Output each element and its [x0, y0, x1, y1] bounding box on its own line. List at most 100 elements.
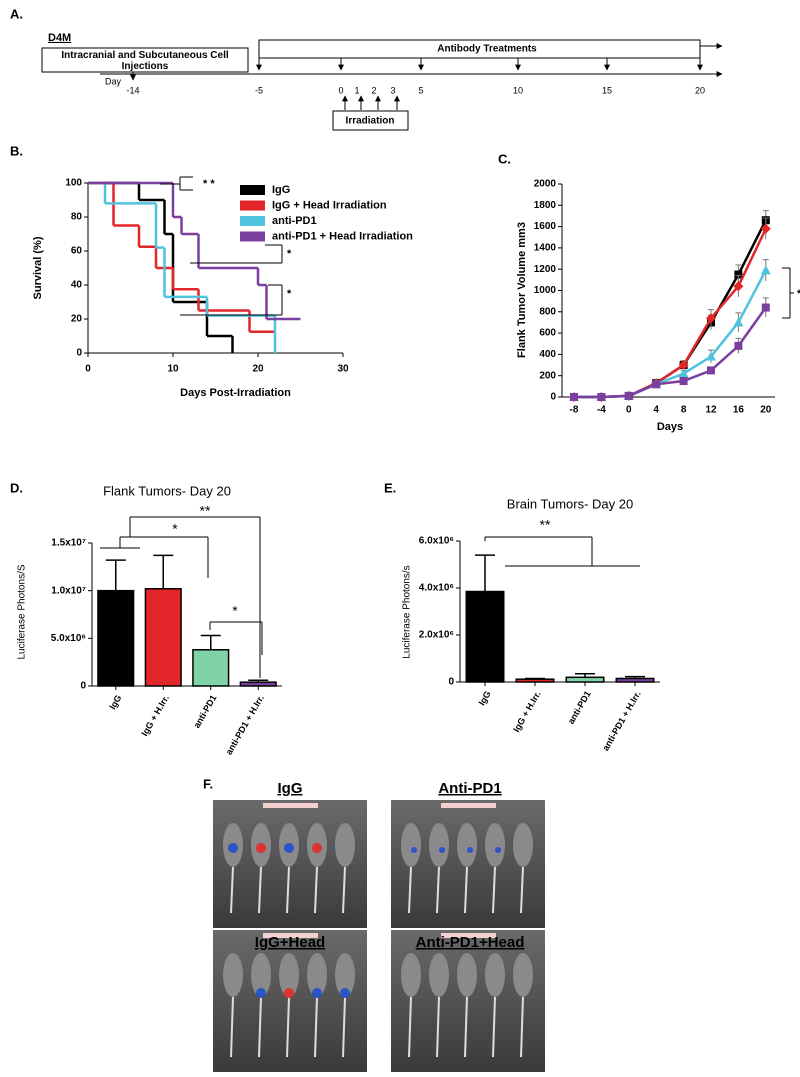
y-tick-label: 5.0x10⁶: [51, 633, 86, 644]
irradiation-box: [332, 110, 409, 131]
marker: [734, 270, 743, 279]
chart-title: Flank Tumors- Day 20: [103, 483, 231, 498]
y-tick-label: 80: [71, 212, 83, 223]
x-tick-label: 12: [705, 405, 717, 416]
mouse: [513, 823, 533, 867]
legend-label: IgG: [272, 184, 290, 196]
day-label: Day: [105, 76, 122, 86]
signal: [411, 847, 417, 853]
y-tick-label: 1.0x10⁷: [51, 585, 86, 596]
mouse-tail: [492, 866, 496, 914]
mouse: [401, 953, 421, 997]
signal: [312, 843, 322, 853]
mouse-tail: [314, 996, 318, 1058]
significance: **: [540, 517, 551, 533]
signal: [312, 988, 322, 998]
mouse-tail: [314, 866, 318, 914]
marker: [760, 223, 771, 234]
x-tick-label: anti-PD1 + H.Irr.: [224, 693, 266, 756]
marker: [760, 265, 771, 275]
y-tick-label: 200: [539, 370, 556, 381]
bar: [144, 588, 182, 687]
y-tick-label: 20: [71, 314, 83, 325]
marker: [706, 351, 716, 361]
day-tick-label: 2: [371, 85, 376, 95]
x-tick-label: IgG + H.Irr.: [511, 689, 543, 734]
y-axis-label: Flank Tumor Volume mm3: [516, 222, 528, 358]
y-tick-label: 2.0x10⁶: [419, 630, 454, 641]
mouse: [251, 953, 271, 997]
marker: [678, 368, 689, 378]
signal: [340, 988, 350, 998]
y-tick-label: 40: [71, 280, 83, 291]
imaging: [213, 800, 545, 1072]
marker: [570, 393, 578, 401]
mouse-tail: [342, 866, 346, 914]
y-axis-label: Survival (%): [32, 236, 44, 299]
y-tick-label: 60: [71, 246, 83, 257]
bar: [565, 676, 605, 683]
day-tick-label: -5: [255, 85, 263, 95]
marker: [597, 393, 606, 401]
y-tick-label: 0: [76, 348, 82, 359]
significance: *: [287, 288, 292, 300]
mouse: [485, 953, 505, 997]
bar: [465, 590, 505, 683]
mouse-tail: [436, 866, 440, 914]
x-tick-label: anti-PD1: [192, 693, 219, 730]
series-line: [574, 306, 767, 399]
x-tick-label: 0: [626, 405, 632, 416]
day-tick-label: 20: [695, 85, 705, 95]
mouse-tail: [520, 866, 524, 914]
marker: [707, 366, 715, 375]
marker: [678, 360, 689, 371]
mouse-tail: [286, 866, 290, 914]
scale-strip: [441, 803, 496, 808]
treatment-label: Antibody Treatments: [437, 44, 537, 55]
marker: [706, 313, 716, 324]
day-tick-label: 0: [338, 85, 343, 95]
x-tick-label: -8: [570, 405, 579, 416]
mouse-tail: [492, 996, 496, 1058]
y-tick-label: 2000: [534, 179, 557, 190]
panel-label: D.: [10, 480, 23, 495]
x-tick-label: 20: [760, 405, 772, 416]
mouse-tail: [286, 996, 290, 1058]
legend-label: anti-PD1: [272, 215, 317, 227]
panel-label: E.: [384, 480, 396, 495]
significance: *: [287, 248, 292, 260]
signal: [495, 847, 501, 853]
mouse-tail: [436, 996, 440, 1058]
injection-box: [41, 47, 249, 73]
day-tick-label: -14: [126, 85, 139, 95]
legend-swatch: [240, 200, 265, 211]
panel-label: A.: [10, 6, 23, 21]
mouse: [335, 823, 355, 867]
signal: [439, 847, 445, 853]
x-tick-label: IgG: [477, 689, 493, 707]
mouse-tail: [342, 996, 346, 1058]
mouse-tail: [408, 866, 412, 914]
marker: [624, 391, 633, 400]
day-tick-label: 10: [513, 85, 523, 95]
mouse-tail: [520, 996, 524, 1058]
model-label: D4M: [48, 32, 71, 44]
y-tick-label: 6.0x10⁶: [419, 536, 454, 547]
x-tick-label: 8: [681, 405, 687, 416]
mouse: [513, 953, 533, 997]
treatment-box: [258, 39, 701, 59]
mouse: [279, 953, 299, 997]
mouse: [307, 953, 327, 997]
x-tick-label: 10: [167, 364, 179, 375]
chart-title: Brain Tumors- Day 20: [507, 496, 633, 511]
marker: [733, 317, 744, 327]
y-tick-label: 1600: [534, 221, 557, 232]
day-tick-label: 5: [418, 85, 423, 95]
y-tick-label: 0: [80, 681, 86, 692]
marker: [733, 281, 744, 292]
mouse-tail: [408, 996, 412, 1058]
mouse: [457, 953, 477, 997]
signal: [256, 988, 266, 998]
